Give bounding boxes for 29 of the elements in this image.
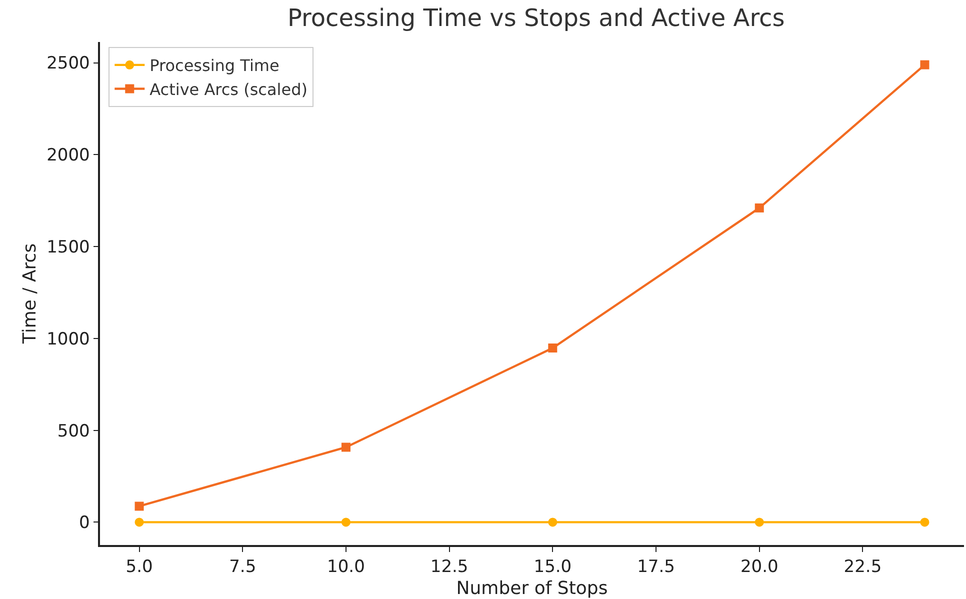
point [134,502,144,511]
x-tick-label: 5.0 [126,557,153,578]
x-tick-label: 15.0 [534,557,572,578]
point [920,518,930,527]
point [548,343,558,352]
x-tick-label: 10.0 [327,557,365,578]
y-axis-title: Time / Arcs [19,243,40,345]
x-tick-label: 20.0 [740,557,778,578]
point [134,518,144,527]
point [341,518,350,527]
y-tick-label: 2500 [46,54,90,74]
x-tick-label: 7.5 [229,557,256,578]
point [341,442,350,452]
y-tick-label: 2000 [46,146,90,166]
x-axis-title: Number of Stops [456,578,608,599]
x-tick-label: 22.5 [844,557,882,578]
point [920,60,930,70]
y-tick-label: 1000 [46,329,90,350]
point [754,203,764,212]
legend-label: Active Arcs (scaled) [150,80,308,99]
legend-label: Processing Time [150,56,280,76]
point [548,518,558,527]
y-tick-label: 0 [79,513,90,534]
x-tick-label: 17.5 [637,557,675,578]
y-tick-label: 1500 [46,237,90,258]
point [754,518,764,527]
x-tick-label: 12.5 [430,557,468,578]
chart-title: Processing Time vs Stops and Active Arcs [287,4,785,32]
y-tick-label: 500 [57,421,90,442]
